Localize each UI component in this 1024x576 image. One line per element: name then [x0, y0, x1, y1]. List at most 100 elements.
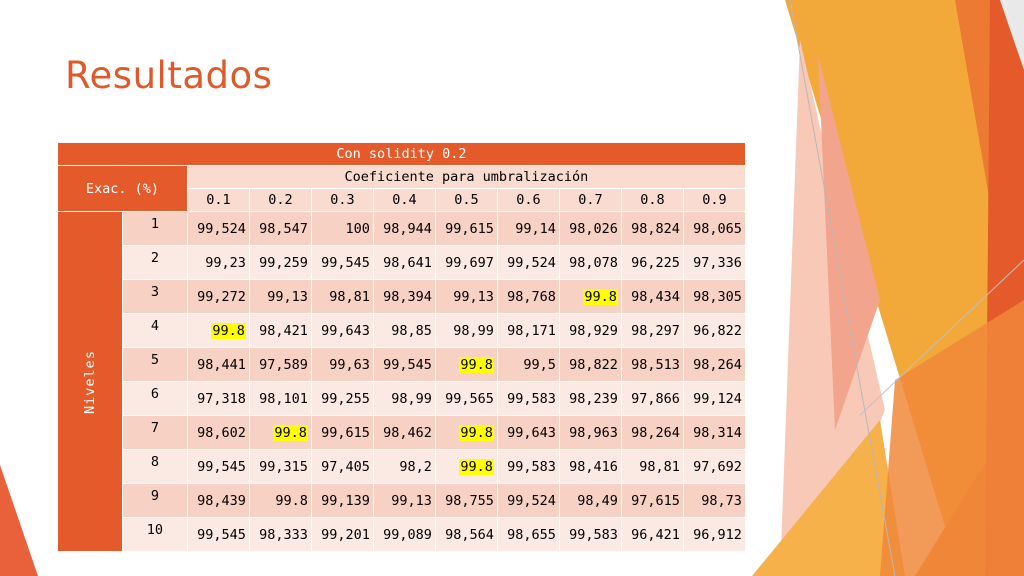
table-cell-highlighted: 99.8 — [434, 347, 498, 382]
cell-value: 99,23 — [205, 254, 246, 271]
cell-value: 98,101 — [259, 390, 308, 407]
table-cell: 99,583 — [496, 449, 560, 484]
cell-value: 98,822 — [569, 356, 618, 373]
table-cell: 99,643 — [496, 415, 560, 450]
table-row: 9 98,439 99.8 99,139 99,13 98,755 99,524 98,49 9… — [58, 483, 746, 518]
table-cell: 99,583 — [558, 517, 622, 552]
slide-title: Resultados — [65, 54, 273, 97]
table-cell: 99,139 — [310, 483, 374, 518]
cell-value: 99,697 — [445, 254, 494, 271]
cell-value: 99,524 — [197, 220, 246, 237]
cell-value: 98,333 — [259, 526, 308, 543]
cell-value: 97,336 — [693, 254, 742, 271]
cell-value: 98,99 — [391, 390, 432, 407]
table-cell: 98,462 — [372, 415, 436, 450]
cell-value: 97,405 — [321, 458, 370, 475]
column-header: 0.7 — [558, 188, 622, 212]
cell-value: 99,583 — [507, 458, 556, 475]
cell-value: 98,434 — [631, 288, 680, 305]
cell-value: 99.8 — [273, 424, 308, 441]
cell-value: 98,513 — [631, 356, 680, 373]
table-row: 6 97,318 98,101 99,255 98,99 99,565 99,583 98,2… — [58, 381, 746, 416]
cell-value: 97,318 — [197, 390, 246, 407]
cell-value: 98,239 — [569, 390, 618, 407]
table-cell: 98,929 — [558, 313, 622, 348]
table-cell: 98,824 — [620, 211, 684, 246]
group-header: Coeficiente para umbralización — [186, 165, 746, 189]
cell-value: 98,73 — [701, 492, 742, 509]
table-cell: 98,641 — [372, 245, 436, 280]
table-cell: 97,318 — [186, 381, 250, 416]
results-table: Con solidity 0.2 Exac. (%) Coeficiente p… — [57, 142, 746, 552]
cell-value: 97,615 — [631, 492, 680, 509]
cell-value: 98,439 — [197, 492, 246, 509]
cell-value: 98,462 — [383, 424, 432, 441]
cell-value: 99,201 — [321, 526, 370, 543]
table-cell: 98,439 — [186, 483, 250, 518]
row-level-label: 2 — [121, 245, 188, 280]
table-cell-highlighted: 99.8 — [186, 313, 250, 348]
cell-value: 98,564 — [445, 526, 494, 543]
table-cell: 98,101 — [248, 381, 312, 416]
table-cell: 98,81 — [310, 279, 374, 314]
column-header: 0.9 — [682, 188, 746, 212]
table-cell: 99,545 — [310, 245, 374, 280]
table-cell: 97,405 — [310, 449, 374, 484]
table-cell: 96,225 — [620, 245, 684, 280]
cell-value: 98,305 — [693, 288, 742, 305]
table-cell: 98,416 — [558, 449, 622, 484]
cell-value: 99.8 — [459, 458, 494, 475]
table-cell: 97,589 — [248, 347, 312, 382]
table-title: Con solidity 0.2 — [57, 142, 746, 166]
table-cell: 98,655 — [496, 517, 560, 552]
cell-value: 99,524 — [507, 254, 556, 271]
table-row: Niveles 1 99,524 98,547 100 98,944 99,615 99,14… — [57, 211, 746, 552]
table-cell: 99,13 — [248, 279, 312, 314]
corner-label: Exac. (%) — [57, 165, 188, 212]
cell-value: 98,768 — [507, 288, 556, 305]
cell-value: 99,643 — [321, 322, 370, 339]
table-cell: 96,421 — [620, 517, 684, 552]
table-cell-highlighted: 99.8 — [434, 449, 498, 484]
cell-value: 98,85 — [391, 322, 432, 339]
table-cell: 99,124 — [682, 381, 746, 416]
table-cell: 98,81 — [620, 449, 684, 484]
cell-value: 99,14 — [515, 220, 556, 237]
cell-value: 99,615 — [321, 424, 370, 441]
table-cell: 96,912 — [682, 517, 746, 552]
table-cell: 98,73 — [682, 483, 746, 518]
table-cell: 99,545 — [186, 517, 250, 552]
table-cell: 98,297 — [620, 313, 684, 348]
cell-value: 99,524 — [507, 492, 556, 509]
table-cell: 97,866 — [620, 381, 684, 416]
cell-value: 98,416 — [569, 458, 618, 475]
cell-value: 99,5 — [523, 356, 556, 373]
cell-value: 99,643 — [507, 424, 556, 441]
row-level-label: 6 — [121, 381, 188, 416]
table-cell: 99,63 — [310, 347, 374, 382]
row-level-label: 7 — [121, 415, 188, 450]
table-cell: 98,547 — [248, 211, 312, 246]
table-cell: 99,524 — [496, 245, 560, 280]
column-header: 0.6 — [496, 188, 560, 212]
column-header: 0.8 — [620, 188, 684, 212]
table-cell: 99.8 — [248, 483, 312, 518]
table-cell: 99,259 — [248, 245, 312, 280]
table-cell: 98,333 — [248, 517, 312, 552]
cell-value: 98,81 — [329, 288, 370, 305]
cell-value: 98,602 — [197, 424, 246, 441]
table-cell: 99,5 — [496, 347, 560, 382]
table-cell: 98,026 — [558, 211, 622, 246]
table-row: 8 99,545 99,315 97,405 98,2 99.8 99,583 98,416 9… — [58, 449, 746, 484]
table-cell: 99,545 — [372, 347, 436, 382]
cell-value: 97,866 — [631, 390, 680, 407]
table-cell-highlighted: 99.8 — [434, 415, 498, 450]
table-row: 7 98,602 99.8 99,615 98,462 99.8 99,643 98,963 9… — [58, 415, 746, 450]
cell-value: 99,565 — [445, 390, 494, 407]
cell-value: 99,315 — [259, 458, 308, 475]
cell-value: 98,297 — [631, 322, 680, 339]
row-group-label-text: Niveles — [81, 349, 98, 414]
cell-value: 99,124 — [693, 390, 742, 407]
cell-value: 98,929 — [569, 322, 618, 339]
